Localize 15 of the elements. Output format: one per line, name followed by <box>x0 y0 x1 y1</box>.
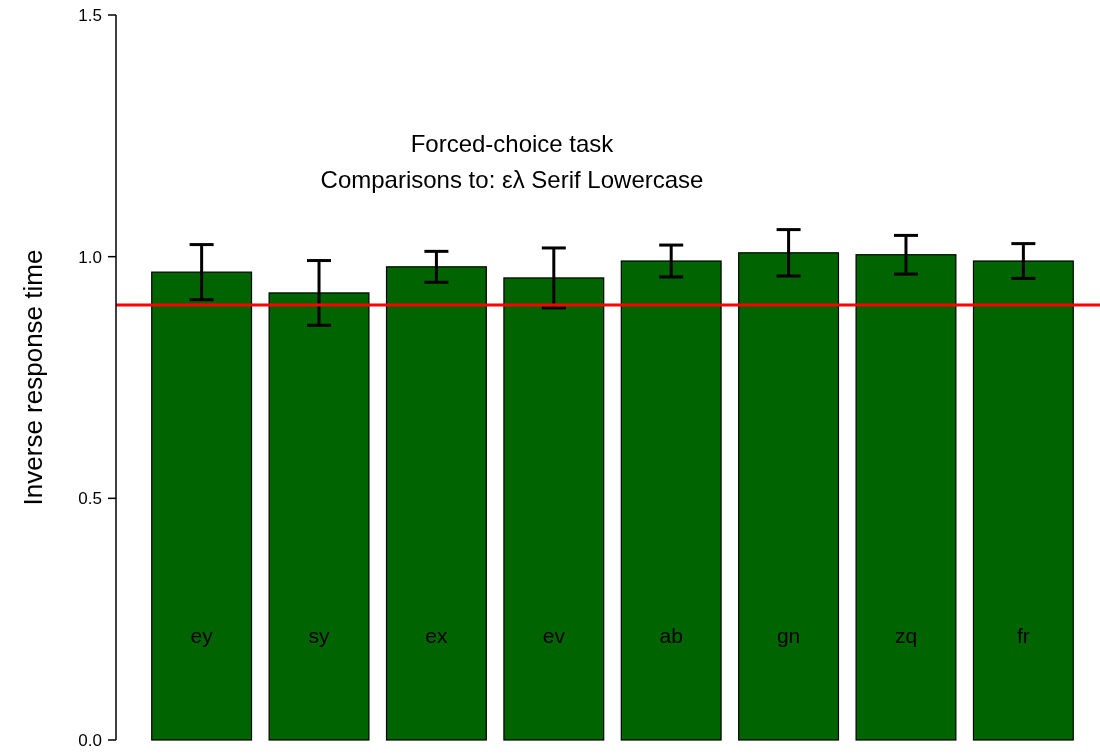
y-tick-label: 1.0 <box>78 247 102 267</box>
x-tick-label: gn <box>776 624 801 647</box>
y-tick-label: 0.0 <box>78 731 102 750</box>
x-tick-label: ex <box>425 624 448 647</box>
text: Comparisons to: ελ Serif Lowercase <box>320 166 704 193</box>
x-tick-label: ev <box>542 624 566 647</box>
x-tick-label: ey <box>190 624 214 647</box>
x-tick-label: zq <box>894 624 918 647</box>
x-tick-label: ab <box>659 624 683 647</box>
y-axis-title: Inverse response time <box>18 249 48 506</box>
y-tick-label: 0.5 <box>78 489 102 509</box>
y-tick-label: 1.5 <box>78 6 102 25</box>
x-tick-label: fr <box>1016 624 1030 647</box>
x-tick-label: sy <box>308 624 331 647</box>
text: Forced-choice task <box>410 130 615 157</box>
